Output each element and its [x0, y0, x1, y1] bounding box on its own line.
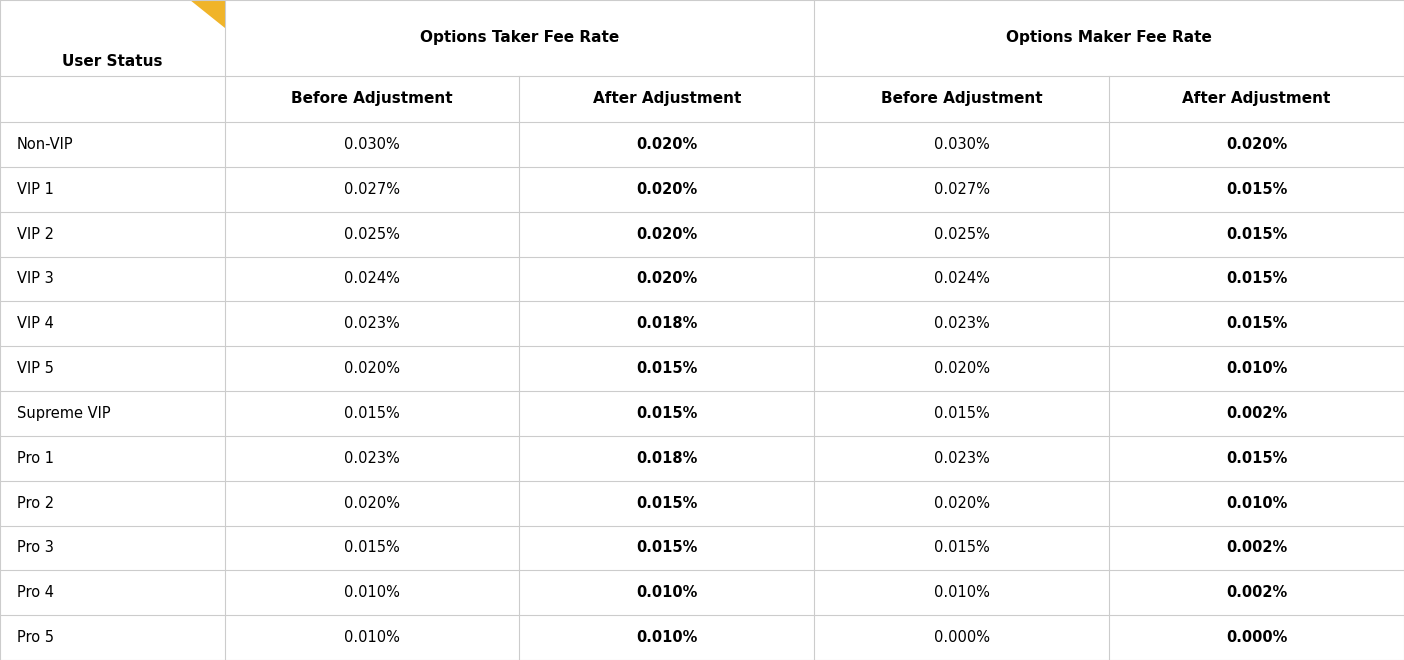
Text: Non-VIP: Non-VIP	[17, 137, 73, 152]
Text: VIP 2: VIP 2	[17, 226, 53, 242]
Text: 0.020%: 0.020%	[636, 271, 698, 286]
Text: 0.015%: 0.015%	[1226, 271, 1287, 286]
Text: 0.020%: 0.020%	[934, 361, 990, 376]
Text: VIP 5: VIP 5	[17, 361, 53, 376]
Text: 0.010%: 0.010%	[1226, 361, 1287, 376]
Text: Pro 1: Pro 1	[17, 451, 53, 466]
Text: 0.023%: 0.023%	[934, 451, 990, 466]
Text: 0.024%: 0.024%	[344, 271, 400, 286]
Text: 0.015%: 0.015%	[344, 406, 400, 421]
Text: 0.000%: 0.000%	[934, 630, 990, 645]
Text: User Status: User Status	[62, 53, 163, 69]
Text: 0.010%: 0.010%	[636, 630, 698, 645]
Text: 0.015%: 0.015%	[1226, 451, 1287, 466]
Text: 0.002%: 0.002%	[1226, 406, 1287, 421]
Text: 0.015%: 0.015%	[636, 541, 698, 556]
Text: 0.015%: 0.015%	[344, 541, 400, 556]
Text: 0.010%: 0.010%	[934, 585, 990, 600]
Text: Before Adjustment: Before Adjustment	[291, 92, 453, 106]
Text: 0.010%: 0.010%	[344, 585, 400, 600]
Text: 0.020%: 0.020%	[1226, 137, 1287, 152]
Text: 0.025%: 0.025%	[344, 226, 400, 242]
Text: Pro 4: Pro 4	[17, 585, 53, 600]
Text: 0.027%: 0.027%	[344, 182, 400, 197]
Text: Options Maker Fee Rate: Options Maker Fee Rate	[1007, 30, 1212, 46]
Text: 0.015%: 0.015%	[934, 406, 990, 421]
Text: Pro 3: Pro 3	[17, 541, 53, 556]
Text: After Adjustment: After Adjustment	[592, 92, 741, 106]
Text: 0.015%: 0.015%	[636, 496, 698, 511]
Text: 0.015%: 0.015%	[636, 361, 698, 376]
Text: 0.000%: 0.000%	[1226, 630, 1287, 645]
Text: 0.024%: 0.024%	[934, 271, 990, 286]
Text: Supreme VIP: Supreme VIP	[17, 406, 111, 421]
Text: 0.023%: 0.023%	[344, 316, 400, 331]
Text: 0.020%: 0.020%	[636, 226, 698, 242]
Text: 0.002%: 0.002%	[1226, 585, 1287, 600]
Text: 0.025%: 0.025%	[934, 226, 990, 242]
Text: 0.010%: 0.010%	[1226, 496, 1287, 511]
Text: 0.010%: 0.010%	[344, 630, 400, 645]
Text: 0.018%: 0.018%	[636, 316, 698, 331]
Text: 0.027%: 0.027%	[934, 182, 990, 197]
Text: 0.020%: 0.020%	[636, 182, 698, 197]
Text: 0.002%: 0.002%	[1226, 541, 1287, 556]
Polygon shape	[190, 0, 225, 28]
Text: 0.020%: 0.020%	[344, 496, 400, 511]
Text: VIP 4: VIP 4	[17, 316, 53, 331]
Text: Options Taker Fee Rate: Options Taker Fee Rate	[420, 30, 619, 46]
Text: 0.015%: 0.015%	[636, 406, 698, 421]
Text: Pro 5: Pro 5	[17, 630, 53, 645]
Text: 0.010%: 0.010%	[636, 585, 698, 600]
Text: 0.030%: 0.030%	[934, 137, 990, 152]
Text: 0.023%: 0.023%	[344, 451, 400, 466]
Text: 0.023%: 0.023%	[934, 316, 990, 331]
Text: 0.015%: 0.015%	[934, 541, 990, 556]
Text: Pro 2: Pro 2	[17, 496, 53, 511]
Text: 0.015%: 0.015%	[1226, 182, 1287, 197]
Text: 0.015%: 0.015%	[1226, 226, 1287, 242]
Text: VIP 3: VIP 3	[17, 271, 53, 286]
Text: After Adjustment: After Adjustment	[1182, 92, 1331, 106]
Text: 0.018%: 0.018%	[636, 451, 698, 466]
Text: Before Adjustment: Before Adjustment	[880, 92, 1043, 106]
Text: 0.030%: 0.030%	[344, 137, 400, 152]
Text: 0.015%: 0.015%	[1226, 316, 1287, 331]
Text: 0.020%: 0.020%	[636, 137, 698, 152]
Text: 0.020%: 0.020%	[934, 496, 990, 511]
Text: VIP 1: VIP 1	[17, 182, 53, 197]
Text: 0.020%: 0.020%	[344, 361, 400, 376]
